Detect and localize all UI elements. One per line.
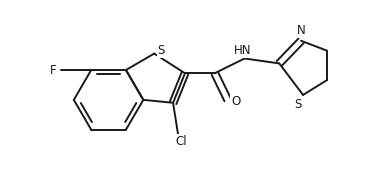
- Text: S: S: [294, 98, 302, 111]
- Text: S: S: [157, 44, 165, 57]
- Text: N: N: [297, 24, 306, 37]
- Text: F: F: [50, 64, 57, 76]
- Text: Cl: Cl: [175, 135, 187, 148]
- Text: HN: HN: [234, 44, 251, 57]
- Text: O: O: [231, 95, 240, 108]
